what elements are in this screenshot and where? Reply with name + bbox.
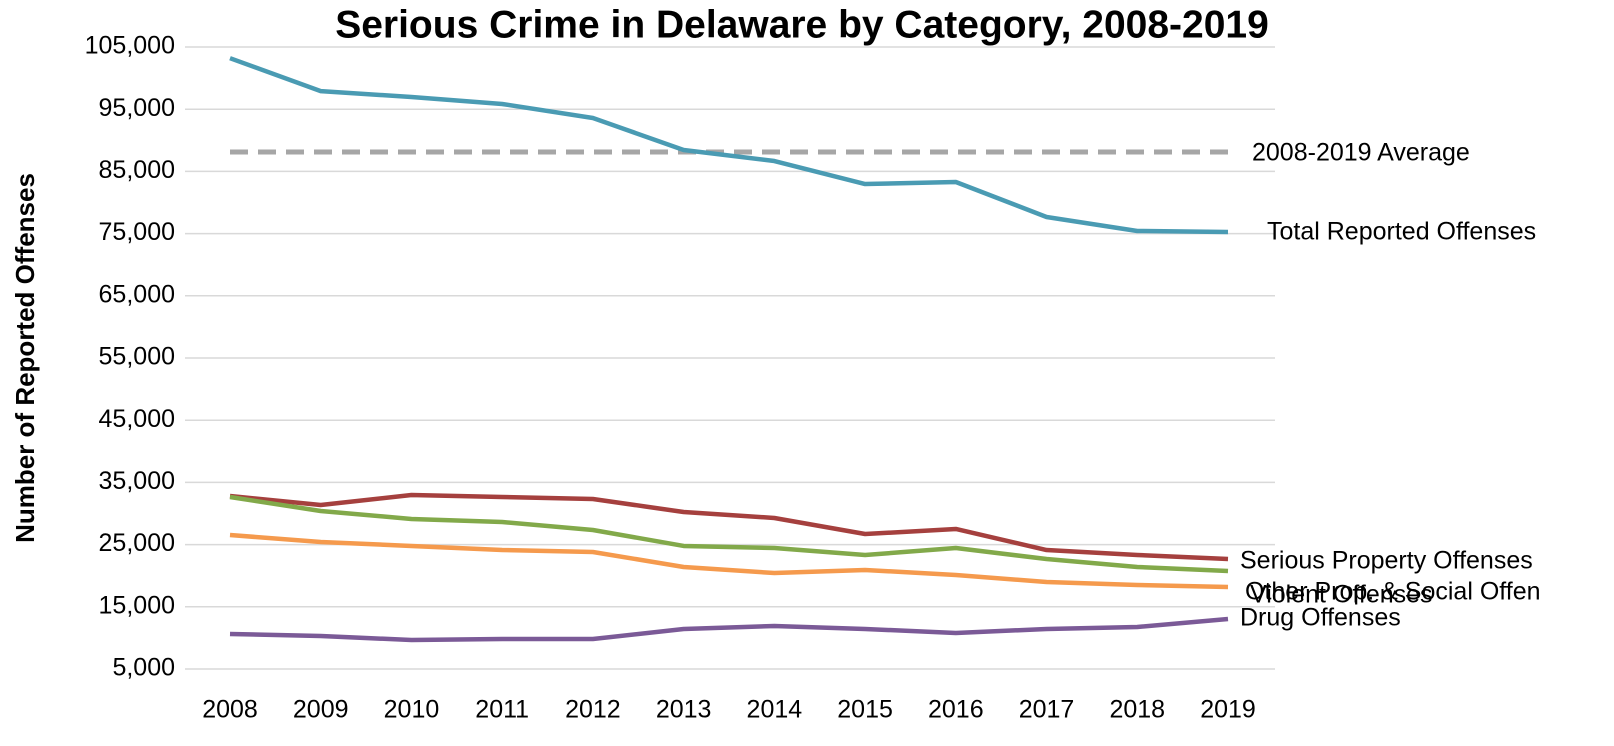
- x-tick-label: 2008: [202, 696, 258, 724]
- series-label: Total Reported Offenses: [1267, 218, 1536, 246]
- x-tick-label: 2009: [293, 696, 349, 724]
- series-line: [229, 56, 1229, 235]
- series-label: Other Prop. & Social Offen: [1245, 578, 1541, 606]
- x-tick-label: 2011: [475, 696, 529, 724]
- series-label: Violent Offenses: [1250, 581, 1433, 609]
- series-line: [229, 616, 1229, 643]
- x-tick-label: 2014: [747, 696, 803, 724]
- reference-label: 2008-2019 Average: [1252, 139, 1470, 167]
- series-line: [229, 492, 1229, 562]
- x-tick-label: 2019: [1200, 696, 1256, 724]
- y-tick-label: 75,000: [99, 218, 175, 246]
- x-tick-label: 2016: [928, 696, 984, 724]
- y-tick-label: 35,000: [99, 467, 175, 495]
- x-tick-label: 2013: [656, 696, 712, 724]
- y-axis-title: Number of Reported Offenses: [10, 173, 40, 543]
- x-tick-label: 2012: [565, 696, 621, 724]
- series-line: [229, 532, 1229, 590]
- x-tick-label: 2015: [837, 696, 893, 724]
- series-label: Drug Offenses: [1240, 604, 1401, 632]
- y-tick-label: 55,000: [99, 343, 175, 371]
- y-tick-label: 95,000: [99, 94, 175, 122]
- y-tick-label: 15,000: [99, 591, 175, 619]
- y-tick-label: 25,000: [99, 529, 175, 557]
- y-tick-label: 5,000: [112, 654, 175, 682]
- y-tick-label: 105,000: [85, 32, 175, 60]
- series-label: Serious Property Offenses: [1240, 547, 1533, 575]
- y-tick-label: 65,000: [99, 280, 175, 308]
- x-tick-label: 2010: [384, 696, 440, 724]
- y-tick-label: 85,000: [99, 156, 175, 184]
- x-tick-label: 2018: [1109, 696, 1165, 724]
- series-line: [229, 494, 1229, 574]
- x-tick-label: 2017: [1019, 696, 1075, 724]
- y-tick-label: 45,000: [99, 405, 175, 433]
- chart-title: Serious Crime in Delaware by Category, 2…: [335, 3, 1269, 46]
